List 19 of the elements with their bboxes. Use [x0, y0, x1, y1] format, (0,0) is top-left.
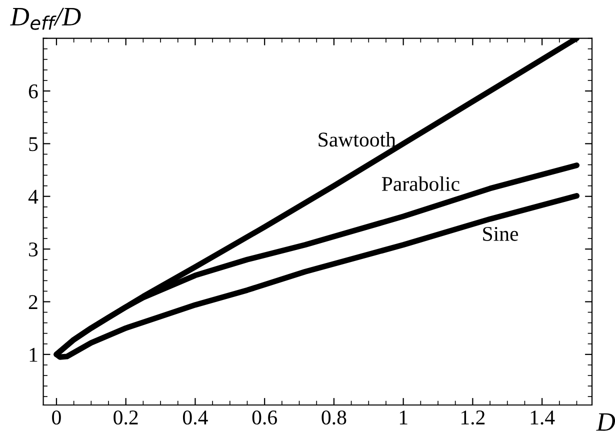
x-tick-label: 1.2 — [462, 410, 485, 425]
y-tick-label: 3 — [29, 242, 38, 256]
y-tick-label: 2 — [28, 295, 38, 309]
y-axis-title: D$_{eff}$/D — [10, 8, 81, 30]
x-tick-label: 0.4 — [182, 410, 208, 425]
x-tick-label: 1 — [400, 410, 408, 424]
y-tick-label: 6 — [28, 84, 38, 98]
x-tick-label: 0.6 — [252, 410, 277, 425]
x-tick-label: 0 — [52, 410, 61, 425]
x-axis-title: D — [596, 413, 615, 431]
series-label: Sawtooth — [318, 132, 396, 147]
x-tick-label: 0.8 — [322, 410, 346, 425]
x-tick-label: 1.4 — [530, 410, 555, 425]
y-tick-label: 5 — [29, 137, 38, 152]
series-label: Sine — [483, 226, 518, 241]
series-label: Parabolic — [382, 176, 460, 192]
x-tick-label: 0.2 — [114, 410, 138, 425]
y-tick-label: 4 — [28, 190, 38, 204]
y-tick-label: 1 — [30, 348, 38, 362]
